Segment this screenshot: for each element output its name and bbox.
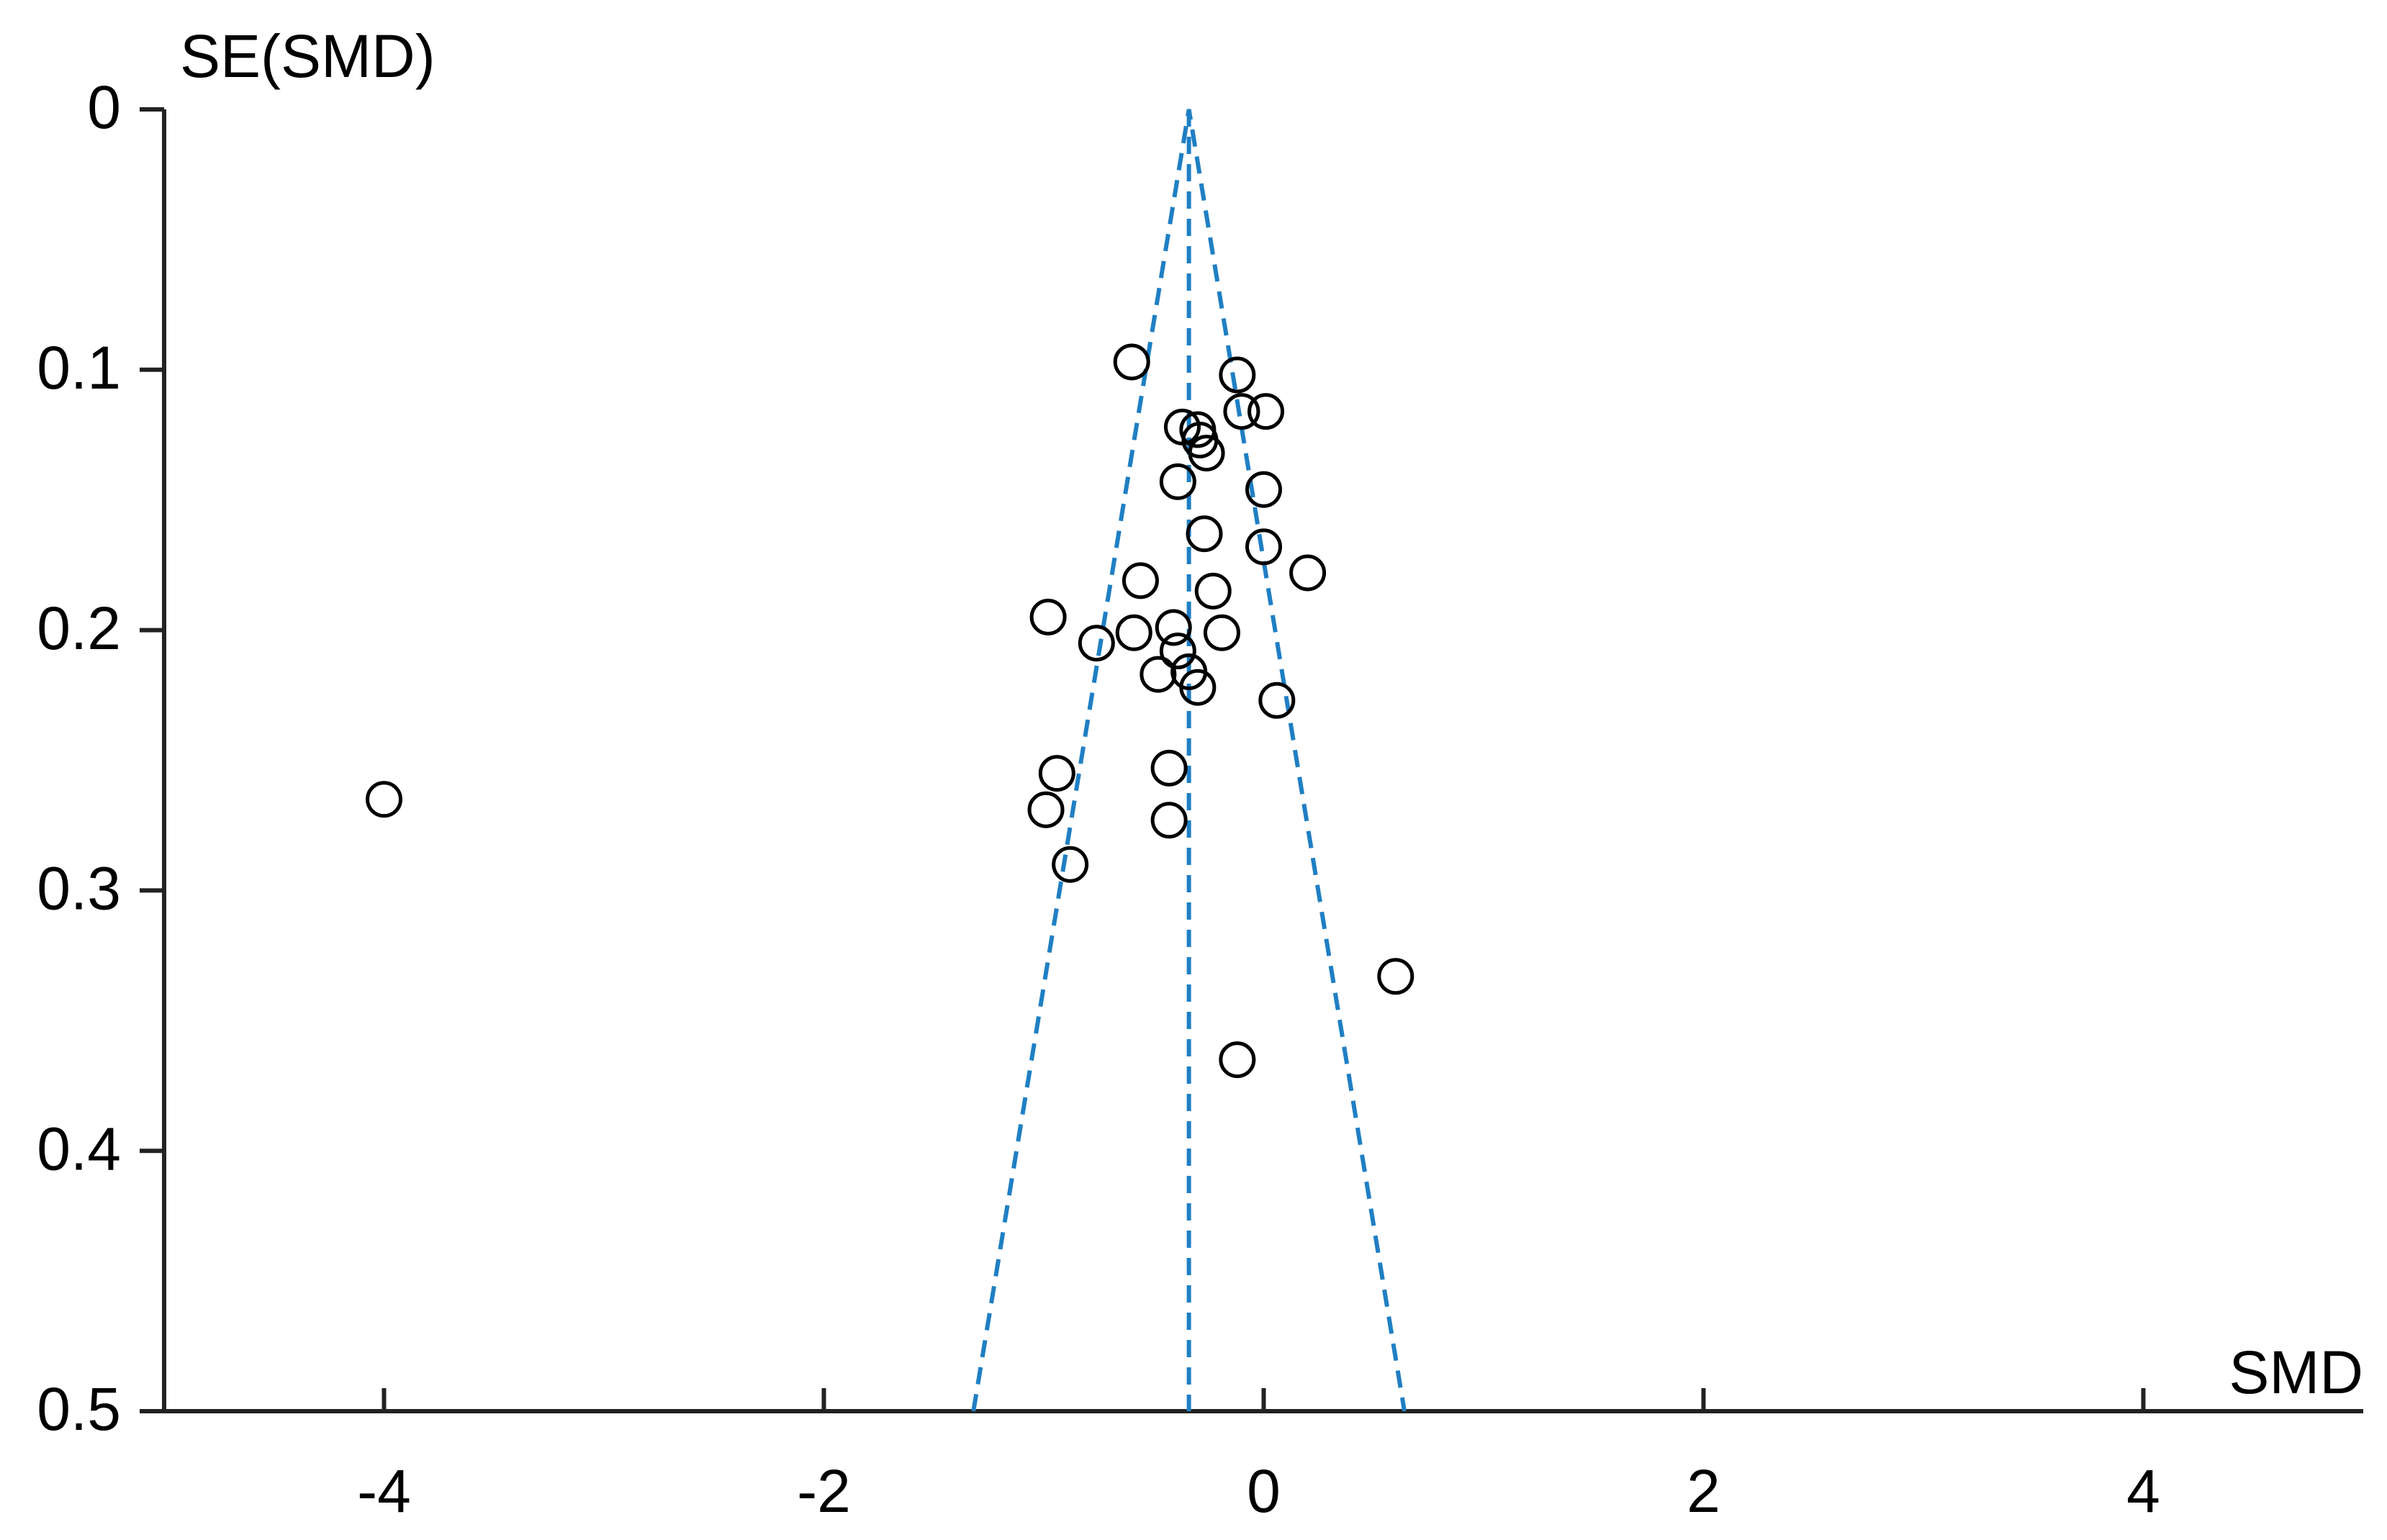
x-tick-label: -2 xyxy=(797,1457,851,1525)
study-point xyxy=(1122,562,1159,599)
study-point xyxy=(1150,802,1188,839)
y-tick-label: 0.1 xyxy=(37,334,121,402)
study-point xyxy=(1179,669,1217,706)
study-point xyxy=(366,781,402,818)
study-point xyxy=(1245,471,1282,508)
study-point xyxy=(1258,681,1296,719)
x-tick-label: 4 xyxy=(2126,1457,2160,1525)
x-tick-label: -4 xyxy=(357,1457,411,1525)
study-point xyxy=(1078,625,1115,662)
study-point xyxy=(1150,749,1188,787)
study-point xyxy=(1115,614,1152,651)
study-point xyxy=(1113,343,1150,381)
study-point xyxy=(1038,755,1075,792)
y-tick-label: 0.3 xyxy=(37,855,121,923)
study-point xyxy=(1159,633,1196,670)
study-point xyxy=(1219,356,1256,394)
study-point xyxy=(1219,1041,1256,1079)
study-point xyxy=(1140,656,1177,693)
x-axis-title: SMD xyxy=(2229,1339,2363,1406)
y-tick-label: 0.2 xyxy=(37,594,121,662)
study-point xyxy=(1289,554,1327,592)
study-point xyxy=(1027,791,1065,828)
study-point xyxy=(1029,599,1067,636)
x-tick-label: 2 xyxy=(1687,1457,1720,1525)
y-tick-label: 0.4 xyxy=(37,1115,121,1182)
study-point xyxy=(1188,435,1225,472)
y-tick-label: 0.5 xyxy=(37,1375,121,1443)
study-point xyxy=(1155,609,1192,646)
x-tick-label: 0 xyxy=(1247,1457,1281,1525)
y-tick-label: 0 xyxy=(87,73,121,141)
study-point xyxy=(1377,958,1414,995)
study-point xyxy=(1052,846,1089,883)
study-point xyxy=(1194,572,1232,610)
study-point xyxy=(1245,528,1282,566)
study-point xyxy=(1247,393,1285,430)
study-point xyxy=(1159,463,1196,500)
study-point xyxy=(1203,614,1240,651)
study-point xyxy=(1223,393,1260,430)
study-point xyxy=(1186,515,1223,553)
y-axis-title: SE(SMD) xyxy=(180,22,436,90)
